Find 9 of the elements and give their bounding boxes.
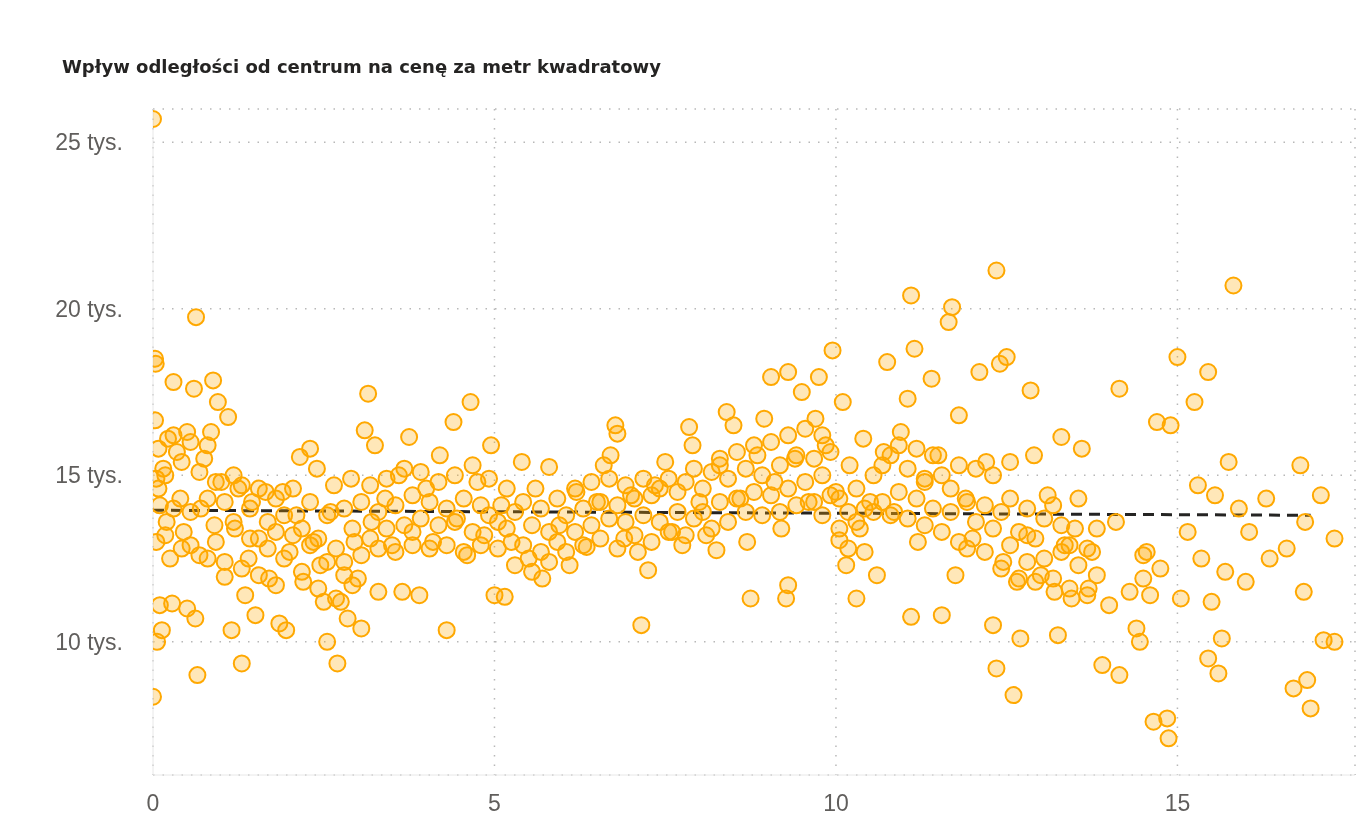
chart-title: Wpływ odległości od centrum na cenę za metr kwadratowy (62, 56, 661, 77)
x-tick-label: 5 (488, 790, 501, 817)
x-tick-label: 15 (1164, 790, 1191, 817)
y-tick-label: 25 tys. (55, 129, 123, 156)
y-tick-label: 15 tys. (55, 462, 123, 489)
x-tick-label: 10 (823, 790, 849, 817)
y-tick-label: 20 tys. (55, 295, 123, 322)
y-tick-label: 10 tys. (55, 628, 123, 655)
x-tick-label: 0 (146, 790, 160, 817)
